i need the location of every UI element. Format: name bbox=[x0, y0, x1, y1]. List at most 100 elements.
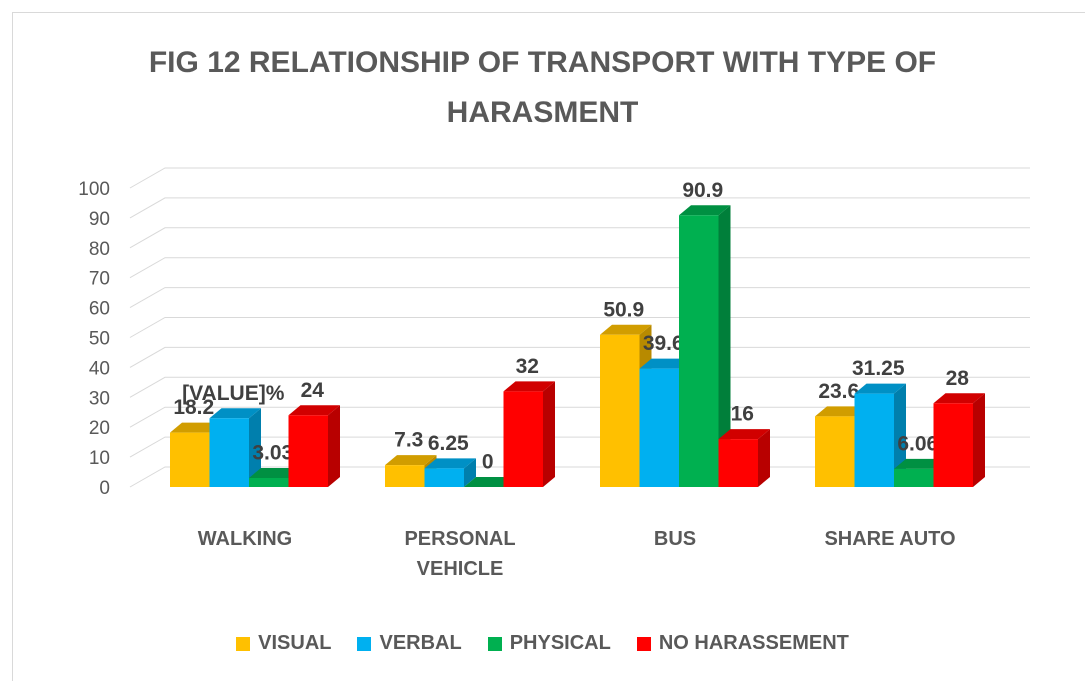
legend-label: PHYSICAL bbox=[509, 632, 611, 654]
legend-label: VISUAL bbox=[258, 632, 332, 654]
bar-top bbox=[385, 455, 437, 466]
data-label: 50.9 bbox=[603, 298, 644, 321]
bar-front bbox=[424, 468, 464, 487]
y-tick-label: 0 bbox=[99, 478, 110, 499]
x-tick-label: BUS bbox=[653, 528, 697, 550]
y-tick-label: 70 bbox=[89, 269, 110, 290]
legend-item: PHYSICAL bbox=[487, 632, 611, 655]
legend-swatch bbox=[487, 636, 502, 651]
bar-top bbox=[288, 405, 340, 416]
bar-side bbox=[249, 408, 261, 487]
bar bbox=[933, 393, 985, 487]
y-tick-label: 10 bbox=[89, 448, 110, 469]
legend-swatch bbox=[636, 636, 651, 651]
grid-line bbox=[129, 376, 1030, 398]
data-label: 18.2 bbox=[173, 396, 214, 419]
data-label: 24 bbox=[301, 379, 325, 402]
data-label: 6.06 bbox=[897, 432, 938, 455]
bar bbox=[209, 408, 261, 487]
legend-item: VERBAL bbox=[357, 632, 462, 655]
data-label: 7.3 bbox=[394, 429, 423, 452]
grid-line bbox=[129, 257, 1030, 279]
bar-side bbox=[328, 405, 340, 487]
grid-line bbox=[129, 406, 1030, 428]
bar-top bbox=[600, 324, 652, 335]
bar-top bbox=[209, 408, 261, 419]
bar-front bbox=[933, 403, 973, 487]
data-label: 90.9 bbox=[682, 179, 723, 202]
bar-front bbox=[854, 393, 894, 487]
bar-top bbox=[249, 467, 301, 478]
bar-front bbox=[600, 334, 640, 487]
bar-side bbox=[973, 393, 985, 487]
bar-front bbox=[894, 468, 934, 487]
x-tick-label: PERSONAL VEHICLE bbox=[404, 528, 516, 580]
x-tick-label: SHARE AUTO bbox=[824, 528, 956, 550]
grid-line bbox=[129, 197, 1030, 219]
bar bbox=[288, 405, 340, 487]
data-label: 0 bbox=[482, 451, 494, 474]
data-label: 23.6 bbox=[818, 380, 859, 403]
data-label: [VALUE]% bbox=[182, 382, 285, 405]
bar-side bbox=[758, 429, 770, 487]
bar-top bbox=[170, 422, 222, 433]
bar-top bbox=[464, 477, 516, 487]
legend-item: NO HARASSEMENT bbox=[636, 632, 849, 655]
legend-label: VERBAL bbox=[379, 632, 462, 654]
bar bbox=[424, 458, 476, 487]
grid-line bbox=[129, 227, 1030, 249]
bar-front bbox=[170, 432, 210, 487]
bar-top bbox=[639, 358, 691, 369]
chart-title: FIG 12 RELATIONSHIP OF TRANSPORT WITH TY… bbox=[148, 46, 937, 129]
chart-frame bbox=[12, 12, 1085, 681]
y-tick-label: 40 bbox=[89, 358, 110, 379]
bar-top bbox=[503, 381, 555, 392]
legend-label: NO HARASSEMENT bbox=[658, 632, 849, 654]
bar-top bbox=[854, 383, 906, 394]
bar-front bbox=[249, 477, 289, 487]
y-tick-label: 80 bbox=[89, 239, 110, 260]
data-label: 28 bbox=[946, 367, 970, 390]
bar bbox=[503, 381, 555, 487]
bar-top bbox=[894, 458, 946, 469]
bar bbox=[679, 205, 731, 488]
bar-front bbox=[209, 418, 249, 487]
bar-side bbox=[894, 383, 906, 487]
bar-front bbox=[385, 465, 425, 487]
grid-line bbox=[129, 346, 1030, 368]
data-label: 39.6 bbox=[643, 332, 684, 355]
bar-side bbox=[464, 458, 476, 487]
bar-front bbox=[718, 439, 758, 487]
bar-top bbox=[933, 393, 985, 404]
y-tick-label: 20 bbox=[89, 418, 110, 439]
y-tick-label: 30 bbox=[89, 388, 110, 409]
data-label: 3.03 bbox=[252, 441, 293, 464]
bar-top bbox=[679, 205, 731, 216]
legend-item: VISUAL bbox=[236, 632, 331, 655]
bar-top bbox=[718, 429, 770, 440]
data-label: 32 bbox=[516, 355, 539, 378]
bar-top bbox=[424, 458, 476, 469]
y-tick-label: 60 bbox=[89, 299, 110, 320]
data-label: 31.25 bbox=[852, 357, 905, 380]
bar-top bbox=[815, 406, 867, 417]
y-tick-label: 100 bbox=[78, 179, 110, 200]
bar-front bbox=[679, 215, 719, 488]
legend: VISUAL VERBAL PHYSICAL NO HARASSEMENT bbox=[0, 632, 1085, 655]
grid-line bbox=[129, 167, 1030, 189]
bar-front bbox=[288, 415, 328, 487]
grid-line bbox=[129, 317, 1030, 338]
data-label: 6.25 bbox=[428, 432, 469, 455]
data-label: 16 bbox=[731, 403, 754, 426]
y-tick-label: 50 bbox=[89, 329, 110, 350]
bar bbox=[718, 429, 770, 487]
legend-swatch bbox=[357, 636, 372, 651]
bar bbox=[464, 477, 516, 487]
bar-side bbox=[718, 205, 731, 488]
bar-side bbox=[543, 381, 555, 487]
bar bbox=[854, 383, 906, 487]
x-tick-label: WALKING bbox=[197, 528, 293, 550]
legend-swatch bbox=[236, 636, 251, 651]
